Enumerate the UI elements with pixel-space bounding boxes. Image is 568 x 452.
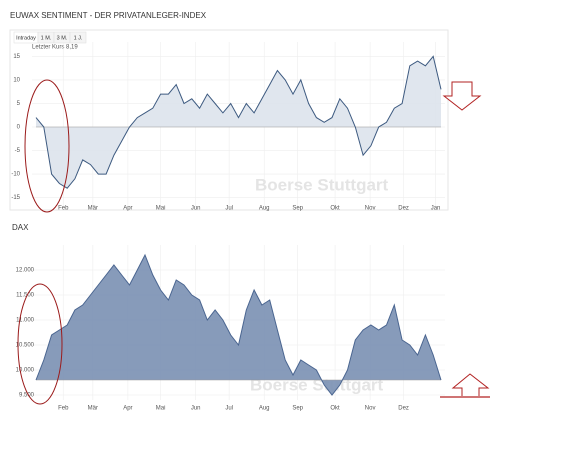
- y-tick-label: 9.500: [19, 393, 35, 399]
- watermark: Boerse Stuttgart: [255, 175, 389, 194]
- y-tick-label: -10: [11, 172, 20, 178]
- y-tick-label: 10: [13, 78, 20, 84]
- x-tick-label: Jun: [191, 406, 201, 412]
- chart: 15 10 5 0 -5 -10 -15 Feb Mär Apr Mai Jun Jul Aug Sep Ok…: [11, 42, 445, 212]
- x-tick-label: Mär: [88, 206, 98, 212]
- x-tick-label: Jan: [431, 206, 441, 212]
- annotation-ellipse: [24, 79, 70, 213]
- y-tick-label: 10.500: [16, 343, 35, 349]
- line: [35, 253, 442, 396]
- area: [36, 255, 441, 395]
- up-arrow: [451, 373, 490, 396]
- last-price: Letzter Kurs 8,19: [32, 45, 78, 51]
- x-tick-label: Dez: [398, 206, 409, 212]
- x-tick-label: Aug: [259, 406, 270, 412]
- tab-label: Intraday: [16, 35, 36, 41]
- panel-frame: [9, 29, 449, 211]
- x-tick-label: Jun: [191, 206, 201, 212]
- y-tick-label: 10.000: [16, 368, 35, 374]
- tab: [69, 31, 87, 44]
- y-tick-label: -5: [15, 148, 21, 154]
- chart-title: DAX: [12, 223, 29, 232]
- y-tick-label: 11.000: [16, 318, 35, 324]
- annotation-ellipse: [17, 283, 63, 405]
- chart: 12.000 11.500 11.000 10.500 10.000 9.500 Feb Mä…: [16, 245, 445, 412]
- x-tick-label: Apr: [123, 406, 132, 412]
- area: [36, 56, 441, 189]
- y-tick-label: 5: [17, 101, 21, 107]
- tab-label: 1 J.: [74, 35, 83, 41]
- x-tick-label: Mär: [88, 406, 98, 412]
- x-tick-label: Jul: [225, 206, 233, 212]
- y-tick-label: -15: [11, 195, 20, 201]
- line: [35, 55, 442, 189]
- x-tick-label: Jul: [225, 406, 233, 412]
- tabs: Intraday 1 M. 3 M. 1 J.: [13, 31, 87, 44]
- tab-label: 3 M.: [57, 35, 68, 41]
- y-tick-label: 0: [17, 125, 21, 131]
- y-tick-label: 15: [13, 54, 20, 60]
- x-tick-label: Sep: [292, 406, 303, 412]
- y-tick-label: 12.000: [16, 268, 35, 274]
- x-tick-label: Mai: [156, 206, 166, 212]
- tab-label: 1 M.: [41, 35, 52, 41]
- x-tick-label: Aug: [259, 206, 270, 212]
- y-tick-label: 11.500: [16, 293, 35, 299]
- x-tick-label: Okt: [330, 406, 340, 412]
- x-tick-label: Nov: [365, 406, 376, 412]
- x-tick-label: Apr: [123, 206, 132, 212]
- x-tick-label: Nov: [365, 206, 376, 212]
- down-arrow: [442, 81, 482, 111]
- chart-title: EUWAX SENTIMENT - DER PRIVATANLEGER-INDE…: [10, 11, 207, 20]
- x-tick-label: Sep: [292, 206, 303, 212]
- x-tick-label: Feb: [58, 206, 69, 212]
- x-tick-label: Mai: [156, 406, 166, 412]
- x-tick-label: Dez: [398, 406, 409, 412]
- x-tick-label: Okt: [330, 206, 340, 212]
- x-tick-label: Feb: [58, 406, 69, 412]
